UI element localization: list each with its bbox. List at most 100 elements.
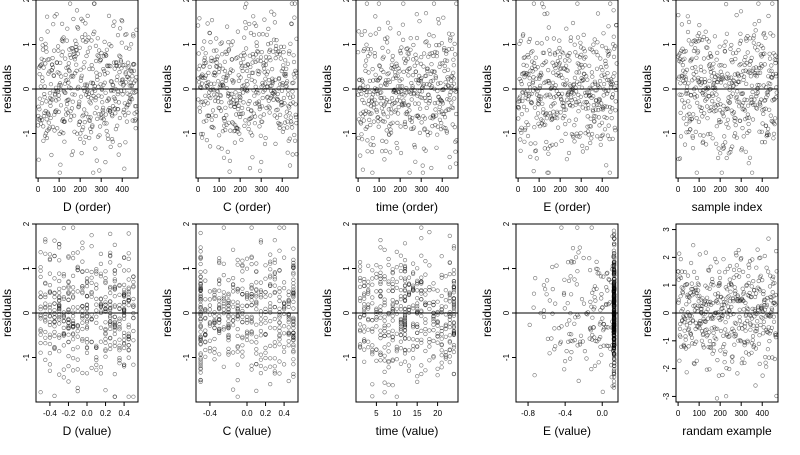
data-point: [84, 320, 90, 325]
data-point: [125, 65, 130, 70]
data-point: [451, 300, 457, 305]
data-point: [366, 279, 371, 284]
data-point: [364, 58, 369, 63]
data-point: [251, 32, 257, 38]
data-point: [254, 302, 259, 307]
data-point: [417, 73, 422, 78]
data-point: [385, 35, 390, 40]
data-point: [217, 326, 222, 331]
data-point: [366, 283, 371, 288]
data-point: [769, 310, 774, 315]
data-point: [358, 275, 363, 281]
data-point: [242, 53, 247, 58]
x-tick-label: -0.4: [203, 409, 217, 418]
data-point: [126, 64, 131, 69]
data-point: [611, 331, 617, 336]
data-point: [611, 291, 617, 296]
data-point: [217, 259, 222, 264]
data-point: [201, 119, 206, 124]
data-point: [290, 94, 296, 99]
data-point: [590, 290, 595, 296]
data-point: [518, 127, 523, 133]
data-point: [268, 41, 274, 46]
data-point: [720, 344, 726, 350]
data-point: [52, 393, 57, 399]
data-point: [742, 340, 748, 346]
data-point: [701, 331, 706, 336]
data-point: [374, 306, 379, 311]
data-point: [406, 336, 412, 341]
data-point: [379, 90, 384, 95]
data-point: [207, 321, 212, 326]
data-point: [382, 314, 387, 319]
data-point: [602, 72, 607, 77]
data-point: [732, 342, 737, 347]
data-point: [521, 55, 526, 61]
data-point: [47, 257, 53, 263]
data-point: [291, 348, 296, 353]
data-point: [267, 47, 273, 53]
data-point: [572, 321, 577, 326]
data-point: [726, 75, 732, 80]
data-point: [565, 68, 570, 73]
y-tick-label: -1: [182, 353, 191, 361]
data-point: [261, 112, 267, 117]
data-point: [254, 288, 259, 293]
data-point: [44, 14, 50, 19]
data-point: [577, 102, 583, 107]
data-point: [728, 147, 734, 152]
data-point: [115, 74, 120, 79]
data-point: [54, 12, 59, 17]
data-point: [699, 80, 705, 85]
data-point: [362, 310, 367, 315]
data-point: [291, 80, 296, 85]
data-point: [70, 251, 76, 256]
data-point: [98, 365, 103, 370]
data-point: [748, 74, 754, 79]
data-point: [109, 43, 114, 49]
y-tick-label: -2: [662, 365, 671, 373]
data-point: [611, 34, 616, 39]
data-point: [542, 287, 548, 292]
data-point: [272, 371, 277, 376]
data-point: [415, 288, 420, 293]
data-point: [749, 94, 754, 100]
data-point: [717, 107, 723, 113]
data-point: [212, 357, 217, 362]
data-point: [603, 45, 609, 50]
data-point: [423, 320, 428, 325]
data-point: [118, 59, 124, 64]
data-point: [84, 268, 90, 274]
data-point: [538, 94, 543, 99]
data-point: [118, 54, 123, 59]
data-point: [687, 314, 693, 319]
data-point: [732, 131, 738, 136]
data-point: [745, 338, 750, 343]
data-point: [442, 115, 448, 120]
data-point: [374, 347, 379, 352]
data-point: [559, 225, 564, 230]
data-point: [94, 158, 99, 163]
data-point: [362, 296, 367, 301]
data-point: [43, 45, 49, 50]
data-point: [386, 365, 391, 370]
data-point: [406, 348, 412, 353]
data-point: [584, 74, 589, 79]
data-point: [115, 91, 120, 97]
data-point: [235, 29, 240, 34]
data-point: [773, 60, 778, 66]
data-point: [226, 39, 231, 45]
data-point: [217, 260, 222, 266]
data-point: [57, 305, 62, 310]
data-point: [590, 74, 595, 79]
data-point: [744, 81, 749, 86]
data-point: [374, 101, 379, 106]
data-point: [207, 303, 212, 308]
data-point: [218, 108, 224, 113]
data-point: [117, 292, 122, 297]
data-point: [221, 296, 226, 301]
data-point: [413, 159, 418, 164]
data-point: [753, 28, 758, 33]
data-point: [697, 23, 702, 28]
x-axis-title: C (order): [223, 200, 271, 214]
